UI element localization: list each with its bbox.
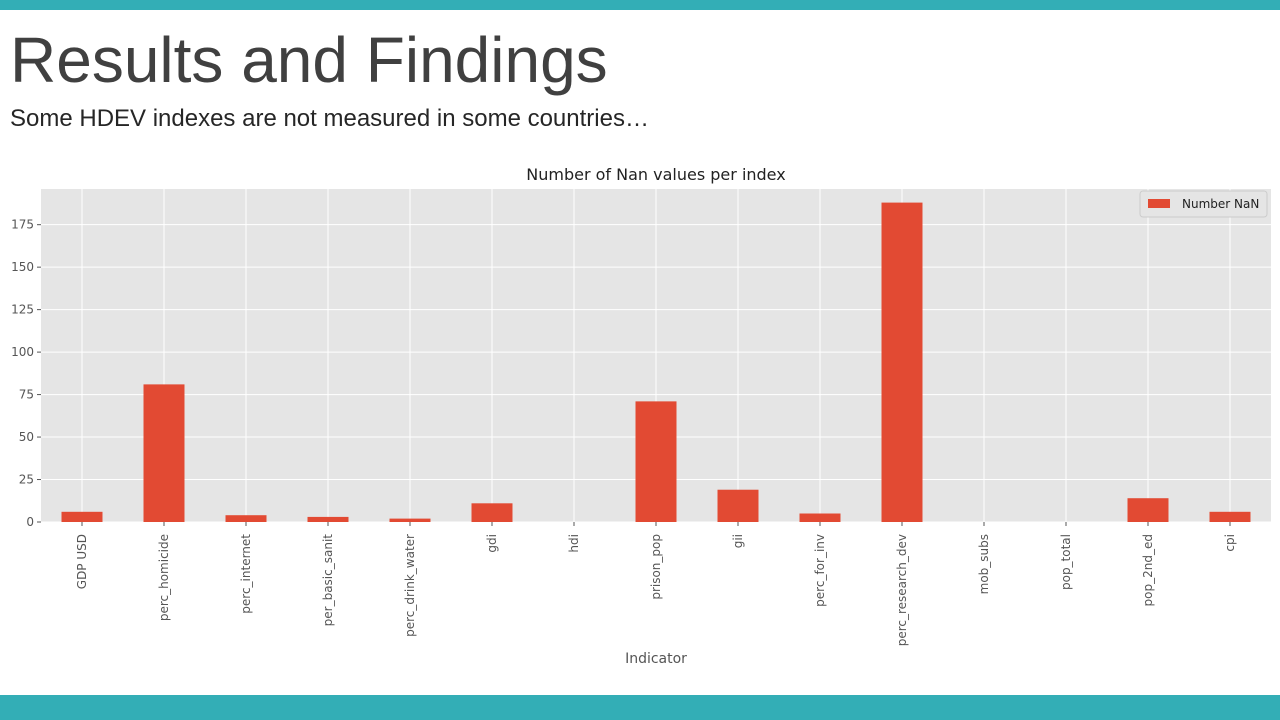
x-tick-label: gdi [485,534,499,553]
bar-chart: Number of Nan values per index 0 25 50 75 10… [11,165,1271,667]
bar-pop-2nd-ed [1127,498,1169,522]
bar-perc-internet [225,515,267,522]
y-tick-label: 0 [26,515,34,529]
x-tick-label: perc_internet [239,534,253,614]
top-accent-bar [0,0,1280,10]
x-tick-label: GDP USD [75,534,89,589]
x-tick-label: mob_subs [977,534,991,594]
y-tick-label: 100 [11,345,34,359]
x-axis: GDP USD perc_homicide perc_internet per_bas… [75,522,1237,646]
bars [61,202,1251,522]
legend: Number NaN [1139,190,1268,218]
x-tick-label: gii [731,534,745,548]
x-tick-label: pop_total [1059,534,1073,590]
x-tick-label: perc_drink_water [403,534,417,637]
x-tick-label: per_basic_sanit [321,534,335,627]
bar-gdi [471,503,513,522]
x-tick-label: pop_2nd_ed [1141,534,1155,606]
bottom-accent-bar [0,695,1280,720]
y-axis: 0 25 50 75 100 125 150 175 [11,218,41,529]
x-axis-label: Indicator [625,651,687,667]
y-tick-label: 75 [19,388,34,402]
x-tick-label: perc_homicide [157,534,171,621]
bar-gdp-usd [61,511,103,522]
bar-per-basic-sanit [307,516,349,522]
x-tick-label: perc_research_dev [895,534,909,646]
bar-perc-research-dev [881,202,923,522]
y-tick-label: 175 [11,218,34,232]
x-tick-label: prison_pop [649,534,663,600]
slide-title: Results and Findings [10,24,608,96]
slide-subtitle: Some HDEV indexes are not measured in so… [10,105,649,132]
y-tick-label: 150 [11,260,34,274]
bar-perc-for-inv [799,513,841,522]
y-tick-label: 25 [19,473,34,487]
y-tick-label: 125 [11,303,34,317]
x-tick-label: cpi [1223,534,1237,552]
chart-title: Number of Nan values per index [526,165,785,184]
legend-swatch [1148,199,1170,208]
bar-perc-homicide [143,384,185,522]
x-tick-label: perc_for_inv [813,534,827,607]
bar-gii [717,489,759,522]
legend-label: Number NaN [1182,197,1259,211]
bar-perc-drink-water [389,518,431,522]
bar-cpi [1209,511,1251,522]
y-tick-label: 50 [19,430,34,444]
bar-prison-pop [635,401,677,522]
x-tick-label: hdi [567,534,581,553]
legend-box [1139,190,1268,218]
